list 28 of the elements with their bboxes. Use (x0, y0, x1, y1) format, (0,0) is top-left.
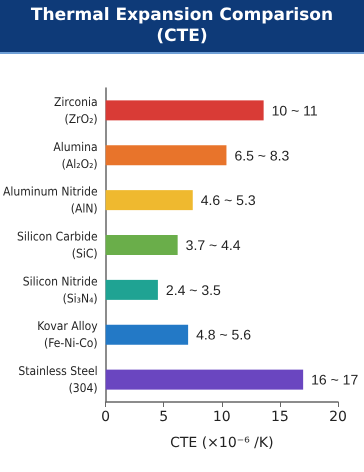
bar (106, 235, 178, 255)
annotation: 6.5 ~ 8.3 (234, 147, 290, 164)
bar (106, 145, 226, 166)
annotation: 16 ~ 17 (311, 372, 358, 388)
bar (106, 190, 193, 210)
bar (106, 370, 304, 390)
annotation: 2.4 ~ 3.5 (166, 282, 221, 298)
annotation: 10 ~ 11 (272, 102, 318, 118)
annotation: 3.7 ~ 4.4 (186, 237, 241, 253)
y-tick-label: Stainless Steel (304) (18, 364, 98, 396)
y-tick-label: Zirconia (ZrO₂) (54, 94, 98, 126)
x-tick-label: 10 (212, 409, 231, 425)
x-tick-label: 15 (270, 409, 289, 425)
y-tick-label: Silicon Nitride (Si₃N₄) (22, 274, 98, 306)
y-tick-label: Silicon Carbide (SiC) (16, 230, 98, 260)
annotation: 4.8 ~ 5.6 (196, 326, 252, 343)
y-tick-label: Alumina (Al₂O₂) (53, 140, 98, 171)
x-tick-label: 20 (329, 409, 347, 425)
x-tick-label: 5 (159, 409, 168, 425)
annotation: 4.6 ~ 5.3 (200, 192, 256, 208)
y-tick-label: Aluminum Nitride (AlN) (2, 184, 98, 216)
x-tick-label: 0 (101, 409, 110, 425)
bar (106, 324, 188, 345)
x-axis-title: CTE (×10⁻⁶ /K) (170, 435, 274, 451)
bar (106, 100, 264, 120)
chart-title: Thermal Expansion Comparison (CTE) (0, 0, 364, 54)
y-tick-label: Kovar Alloy (Fe-Ni-Co) (37, 319, 98, 350)
bar (106, 280, 158, 300)
